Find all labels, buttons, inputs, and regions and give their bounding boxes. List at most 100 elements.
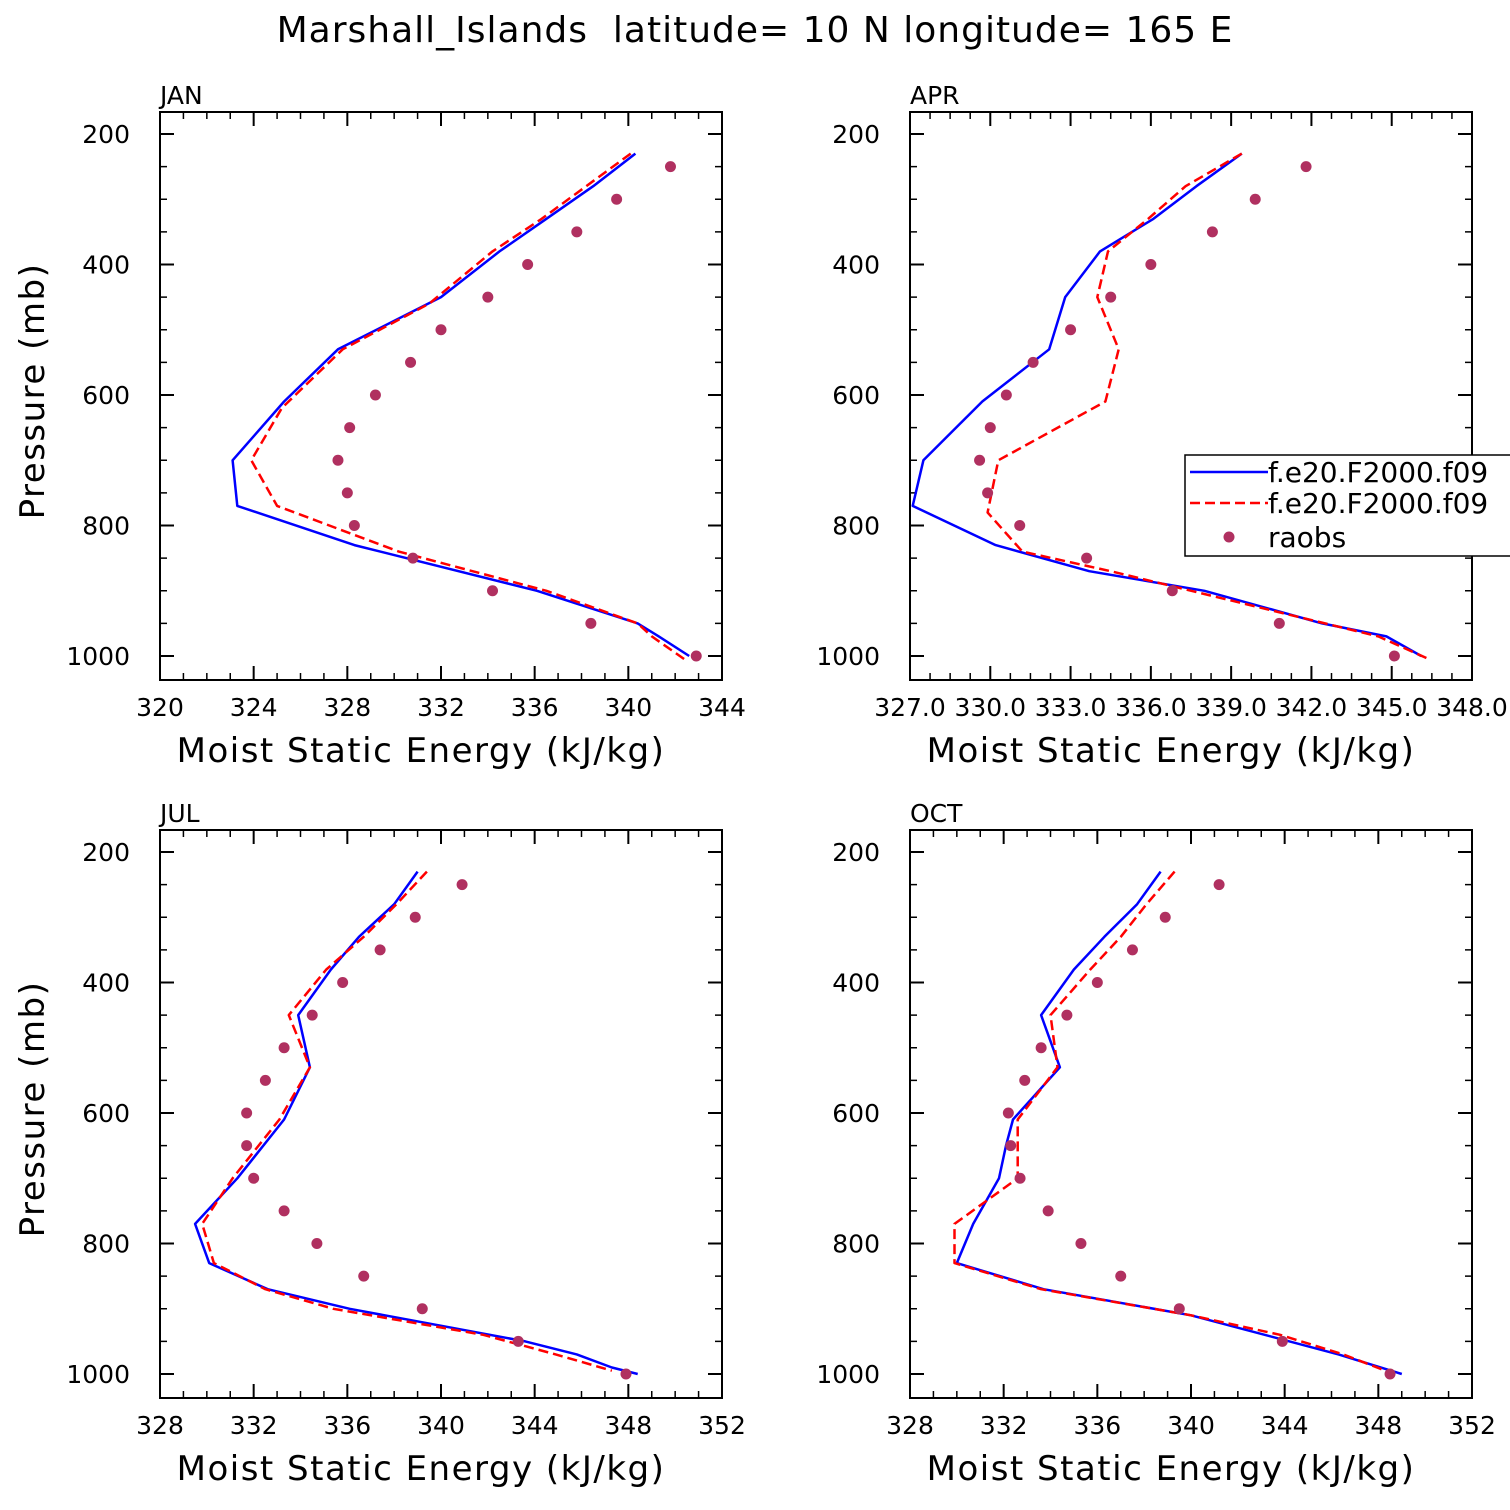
- raobs-point-11: [1014, 520, 1026, 531]
- y-tick-label: 200: [832, 838, 880, 867]
- y-axis-label: Pressure (mb): [13, 981, 53, 1238]
- raobs-point-13: [416, 1303, 428, 1315]
- y-tick-label: 400: [82, 251, 130, 280]
- legend-label: raobs: [1268, 521, 1346, 554]
- raobs-point-1: [1159, 911, 1171, 923]
- raobs-point-1: [611, 193, 623, 205]
- raobs-point-6: [1019, 1074, 1031, 1086]
- raobs-point-2: [1126, 944, 1138, 956]
- raobs-point-12: [1115, 1270, 1127, 1282]
- x-tick-label: 340: [1167, 1411, 1215, 1440]
- raobs-point-11: [348, 520, 360, 531]
- raobs-point-10: [1042, 1205, 1054, 1217]
- raobs-point-1: [409, 911, 421, 923]
- x-tick-label: 328: [323, 693, 371, 722]
- y-tick-label: 600: [82, 381, 130, 410]
- raobs-point-6: [1027, 356, 1039, 368]
- y-tick-label: 800: [832, 512, 880, 541]
- y-tick-label: 600: [832, 1099, 880, 1128]
- raobs-point-7: [1000, 389, 1012, 401]
- x-axis-label: Moist Static Energy (kJ/kg): [177, 1449, 666, 1489]
- legend-label: f.e20.F2000.f09: [1268, 487, 1488, 520]
- x-axis-label: Moist Static Energy (kJ/kg): [927, 1449, 1416, 1489]
- x-tick-label: 328: [136, 1411, 184, 1440]
- raobs-point-3: [337, 977, 349, 988]
- series-line-solid: [911, 152, 1422, 658]
- x-tick-label: 333.0: [1035, 693, 1107, 722]
- series-line-dashed: [200, 870, 613, 1372]
- raobs-point-14: [1276, 1335, 1288, 1347]
- plot-frame: [159, 111, 723, 681]
- panel-label: JUL: [158, 799, 200, 828]
- raobs-point-5: [278, 1042, 290, 1054]
- x-tick-label: 330.0: [954, 693, 1026, 722]
- raobs-point-0: [1213, 879, 1225, 891]
- raobs-point-13: [1173, 1303, 1185, 1315]
- y-tick-label: 800: [82, 512, 130, 541]
- raobs-point-4: [1061, 1009, 1073, 1021]
- x-tick-label: 336: [1073, 1411, 1121, 1440]
- y-tick-label: 200: [82, 120, 130, 149]
- panel-label: OCT: [910, 799, 963, 828]
- page-title: Marshall_Islands latitude= 10 N longitud…: [276, 10, 1234, 51]
- raobs-point-12: [1081, 552, 1093, 564]
- y-tick-label: 1000: [816, 642, 880, 671]
- raobs-point-11: [1075, 1238, 1087, 1249]
- raobs-point-8: [241, 1140, 253, 1152]
- raobs-point-14: [1273, 617, 1285, 629]
- x-tick-label: 344: [698, 693, 746, 722]
- raobs-point-8: [344, 422, 356, 434]
- y-tick-label: 1000: [66, 642, 130, 671]
- x-axis-label: Moist Static Energy (kJ/kg): [927, 731, 1416, 771]
- raobs-point-14: [585, 617, 597, 629]
- raobs-point-7: [241, 1107, 253, 1119]
- x-tick-label: 348.0: [1436, 693, 1508, 722]
- x-tick-label: 327.0: [874, 693, 946, 722]
- raobs-point-2: [1206, 226, 1218, 238]
- panel-label: APR: [910, 81, 960, 110]
- raobs-point-0: [456, 879, 468, 891]
- raobs-point-7: [369, 389, 381, 401]
- x-tick-label: 336: [511, 693, 559, 722]
- legend-label: f.e20.F2000.f09: [1268, 456, 1488, 489]
- series-line-dashed: [953, 870, 1386, 1372]
- raobs-point-9: [332, 454, 344, 466]
- raobs-point-10: [278, 1205, 290, 1217]
- raobs-point-13: [1166, 585, 1178, 597]
- x-tick-label: 352: [1448, 1411, 1496, 1440]
- x-tick-label: 340: [604, 693, 652, 722]
- raobs-point-5: [1065, 324, 1077, 336]
- x-tick-label: 344: [511, 1411, 559, 1440]
- raobs-point-12: [358, 1270, 370, 1282]
- raobs-point-3: [522, 259, 534, 270]
- raobs-point-4: [1105, 291, 1117, 303]
- y-tick-label: 200: [832, 120, 880, 149]
- x-tick-label: 348: [604, 1411, 652, 1440]
- legend-marker-raobs: [1223, 531, 1235, 543]
- x-axis-label: Moist Static Energy (kJ/kg): [177, 731, 666, 771]
- x-tick-label: 332: [230, 1411, 278, 1440]
- raobs-point-0: [664, 161, 676, 173]
- panel-jul: 328 332 336 340 344 348 352 200 400 600 800 1000 JUL…: [13, 799, 746, 1489]
- series-line-solid: [231, 152, 690, 658]
- x-tick-label: 345.0: [1356, 693, 1428, 722]
- raobs-point-6: [259, 1074, 271, 1086]
- x-tick-label: 348: [1354, 1411, 1402, 1440]
- x-tick-label: 336: [323, 1411, 371, 1440]
- y-tick-label: 400: [82, 969, 130, 998]
- y-tick-label: 600: [832, 381, 880, 410]
- x-tick-label: 352: [698, 1411, 746, 1440]
- raobs-point-15: [690, 650, 702, 662]
- y-tick-label: 600: [82, 1099, 130, 1128]
- y-tick-label: 800: [832, 1230, 880, 1259]
- y-tick-label: 1000: [816, 1360, 880, 1389]
- panel-oct: 328 332 336 340 344 348 352 200 400 600 800 1000 OCT…: [816, 799, 1495, 1489]
- raobs-point-3: [1145, 259, 1157, 270]
- raobs-point-2: [374, 944, 386, 956]
- raobs-point-8: [1005, 1140, 1017, 1152]
- raobs-point-2: [571, 226, 583, 238]
- x-tick-label: 324: [230, 693, 278, 722]
- series-line-dashed: [986, 152, 1430, 661]
- raobs-point-6: [405, 356, 417, 368]
